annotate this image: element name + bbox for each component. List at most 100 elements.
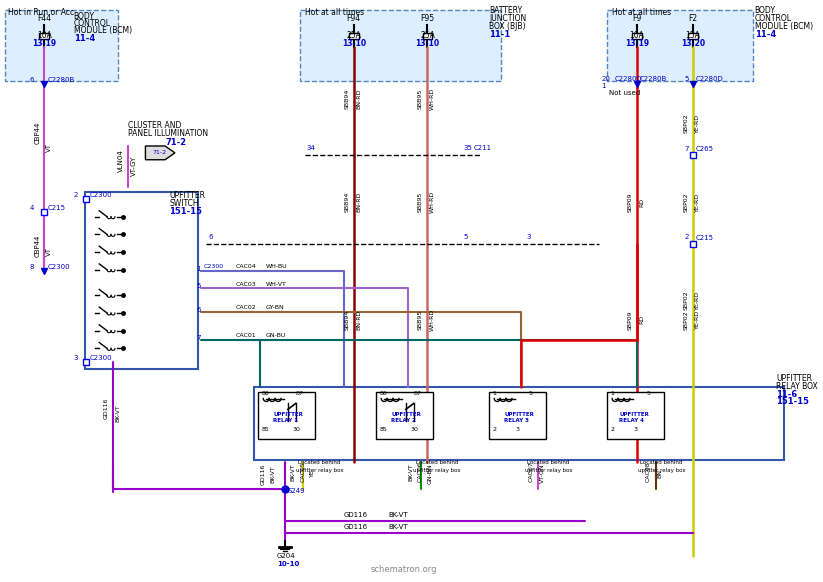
Text: MODULE (BCM): MODULE (BCM): [755, 22, 813, 31]
Text: 5: 5: [464, 235, 468, 240]
Text: BN-RD: BN-RD: [356, 192, 361, 212]
Text: 25A: 25A: [420, 31, 435, 40]
Text: 13-19: 13-19: [32, 40, 56, 48]
Text: F9: F9: [632, 14, 641, 23]
Text: 30: 30: [293, 427, 300, 432]
Text: Located behind: Located behind: [298, 460, 341, 466]
Text: C2300: C2300: [90, 192, 112, 198]
Text: UPFITTER: UPFITTER: [619, 412, 649, 417]
Text: 6: 6: [208, 235, 213, 240]
Text: 151-15: 151-15: [169, 207, 202, 216]
Text: RD: RD: [639, 315, 644, 325]
Text: BATTERY: BATTERY: [490, 6, 523, 15]
Text: GN-BN: GN-BN: [428, 463, 433, 484]
Text: 2: 2: [685, 235, 690, 240]
Text: 87: 87: [295, 391, 304, 396]
Text: C215: C215: [47, 205, 65, 211]
Text: 5: 5: [685, 76, 690, 82]
Text: UPFITTER: UPFITTER: [776, 374, 812, 383]
Text: UPFITTER: UPFITTER: [391, 412, 421, 417]
Text: upfitter relay box: upfitter relay box: [638, 469, 685, 473]
Text: YE-RD: YE-RD: [695, 310, 700, 329]
Text: CBP44: CBP44: [35, 235, 40, 257]
Text: 2: 2: [74, 192, 78, 198]
Text: F95: F95: [421, 14, 435, 23]
Text: RD: RD: [639, 197, 644, 207]
Text: SBB95: SBB95: [418, 192, 423, 212]
Bar: [607, 10, 753, 81]
Text: Hot at all times: Hot at all times: [305, 8, 364, 17]
Text: GD116: GD116: [261, 463, 266, 485]
Text: 11-1: 11-1: [490, 30, 510, 39]
Text: CLUSTER AND: CLUSTER AND: [128, 121, 181, 130]
Text: 7: 7: [685, 146, 690, 152]
Text: UPFITTER: UPFITTER: [273, 412, 303, 417]
Text: 8: 8: [30, 264, 34, 270]
Text: 20: 20: [602, 76, 610, 82]
Text: SBP02: SBP02: [683, 192, 688, 212]
Text: 11-4: 11-4: [74, 34, 95, 43]
Text: F94: F94: [346, 14, 360, 23]
Text: 85: 85: [379, 427, 387, 432]
Text: upfitter relay box: upfitter relay box: [524, 469, 572, 473]
Text: 71-2: 71-2: [152, 150, 166, 155]
Text: 151-15: 151-15: [776, 398, 809, 406]
Bar: [40, 33, 49, 39]
Bar: [632, 33, 642, 39]
Text: YE-RD: YE-RD: [695, 193, 700, 212]
Text: 4: 4: [30, 205, 34, 211]
Text: BK-VT: BK-VT: [115, 404, 120, 422]
Text: RELAY 3: RELAY 3: [504, 418, 529, 423]
Text: CAC01: CAC01: [236, 333, 257, 338]
Text: 5: 5: [528, 391, 532, 396]
Text: G204: G204: [277, 553, 295, 559]
Text: 1: 1: [610, 391, 614, 396]
Text: GY-BN: GY-BN: [265, 305, 284, 310]
Text: SBB94: SBB94: [344, 192, 350, 212]
Text: Hot at all times: Hot at all times: [612, 8, 672, 17]
Text: 87: 87: [414, 391, 421, 396]
Text: 10A: 10A: [630, 31, 644, 40]
Text: RELAY BOX: RELAY BOX: [776, 382, 818, 391]
Text: SBP02: SBP02: [683, 113, 688, 133]
Text: C215: C215: [695, 235, 714, 242]
Text: BN: BN: [658, 469, 663, 478]
Text: schematron.org: schematron.org: [370, 566, 437, 574]
Bar: [422, 33, 432, 39]
Text: YE: YE: [310, 469, 315, 477]
Text: 6: 6: [30, 77, 34, 83]
Text: SBB95: SBB95: [418, 88, 423, 109]
Text: BK-VT: BK-VT: [388, 512, 407, 519]
Text: WH-VT: WH-VT: [265, 282, 286, 286]
Text: 71-2: 71-2: [165, 138, 186, 147]
Text: C2280B: C2280B: [47, 77, 74, 83]
Text: BN-RD: BN-RD: [356, 88, 361, 109]
Text: JUNCTION: JUNCTION: [490, 14, 527, 23]
Text: F44: F44: [37, 14, 51, 23]
Text: MODULE (BCM): MODULE (BCM): [74, 26, 132, 35]
Text: RELAY 1: RELAY 1: [273, 418, 298, 423]
Text: YE-RD: YE-RD: [695, 290, 700, 310]
Text: BODY: BODY: [755, 6, 775, 15]
Text: GN-BU: GN-BU: [265, 333, 286, 338]
Bar: [349, 33, 359, 39]
Text: CAC05: CAC05: [300, 461, 305, 481]
Text: RELAY 4: RELAY 4: [619, 418, 644, 423]
Text: UPFITTER: UPFITTER: [504, 412, 534, 417]
Text: CONTROL: CONTROL: [755, 14, 792, 23]
Bar: [258, 392, 315, 439]
Text: YE-RD: YE-RD: [695, 114, 700, 133]
Text: BK-VT: BK-VT: [271, 466, 276, 483]
Bar: [607, 392, 664, 439]
Text: 1: 1: [492, 391, 496, 396]
Text: CAC04: CAC04: [236, 264, 257, 269]
Text: Hot in Run or Acc: Hot in Run or Acc: [8, 8, 74, 17]
Text: C2300: C2300: [47, 264, 70, 270]
Text: C265: C265: [695, 146, 714, 152]
Text: 10A: 10A: [37, 31, 52, 40]
Text: C2300: C2300: [90, 355, 112, 361]
Text: VT: VT: [46, 143, 52, 152]
Text: RELAY 2: RELAY 2: [391, 418, 416, 423]
Text: S249: S249: [288, 488, 305, 494]
Text: C211: C211: [473, 145, 492, 151]
